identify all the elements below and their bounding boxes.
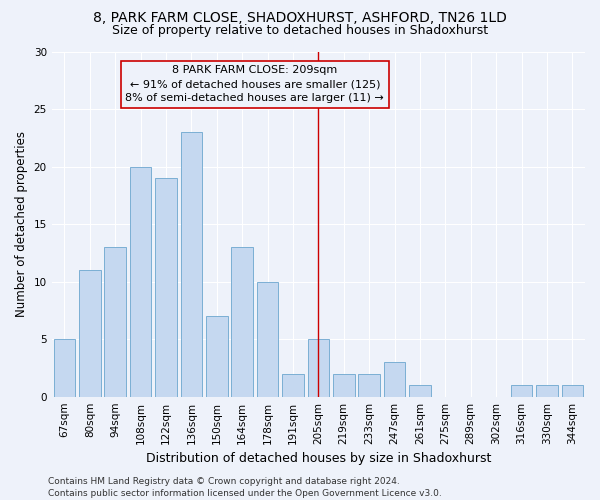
- Text: Contains HM Land Registry data © Crown copyright and database right 2024.
Contai: Contains HM Land Registry data © Crown c…: [48, 476, 442, 498]
- Bar: [384, 362, 406, 396]
- Bar: [282, 374, 304, 396]
- Bar: [536, 385, 557, 396]
- Bar: [155, 178, 177, 396]
- Bar: [358, 374, 380, 396]
- Bar: [181, 132, 202, 396]
- Bar: [130, 166, 151, 396]
- Bar: [79, 270, 101, 396]
- Text: 8 PARK FARM CLOSE: 209sqm
← 91% of detached houses are smaller (125)
8% of semi-: 8 PARK FARM CLOSE: 209sqm ← 91% of detac…: [125, 66, 384, 104]
- Bar: [562, 385, 583, 396]
- Bar: [232, 247, 253, 396]
- Bar: [257, 282, 278, 397]
- Bar: [308, 339, 329, 396]
- Bar: [409, 385, 431, 396]
- Bar: [104, 247, 126, 396]
- Bar: [333, 374, 355, 396]
- Text: 8, PARK FARM CLOSE, SHADOXHURST, ASHFORD, TN26 1LD: 8, PARK FARM CLOSE, SHADOXHURST, ASHFORD…: [93, 11, 507, 25]
- Y-axis label: Number of detached properties: Number of detached properties: [15, 131, 28, 317]
- X-axis label: Distribution of detached houses by size in Shadoxhurst: Distribution of detached houses by size …: [146, 452, 491, 465]
- Bar: [53, 339, 75, 396]
- Text: Size of property relative to detached houses in Shadoxhurst: Size of property relative to detached ho…: [112, 24, 488, 37]
- Bar: [511, 385, 532, 396]
- Bar: [206, 316, 227, 396]
